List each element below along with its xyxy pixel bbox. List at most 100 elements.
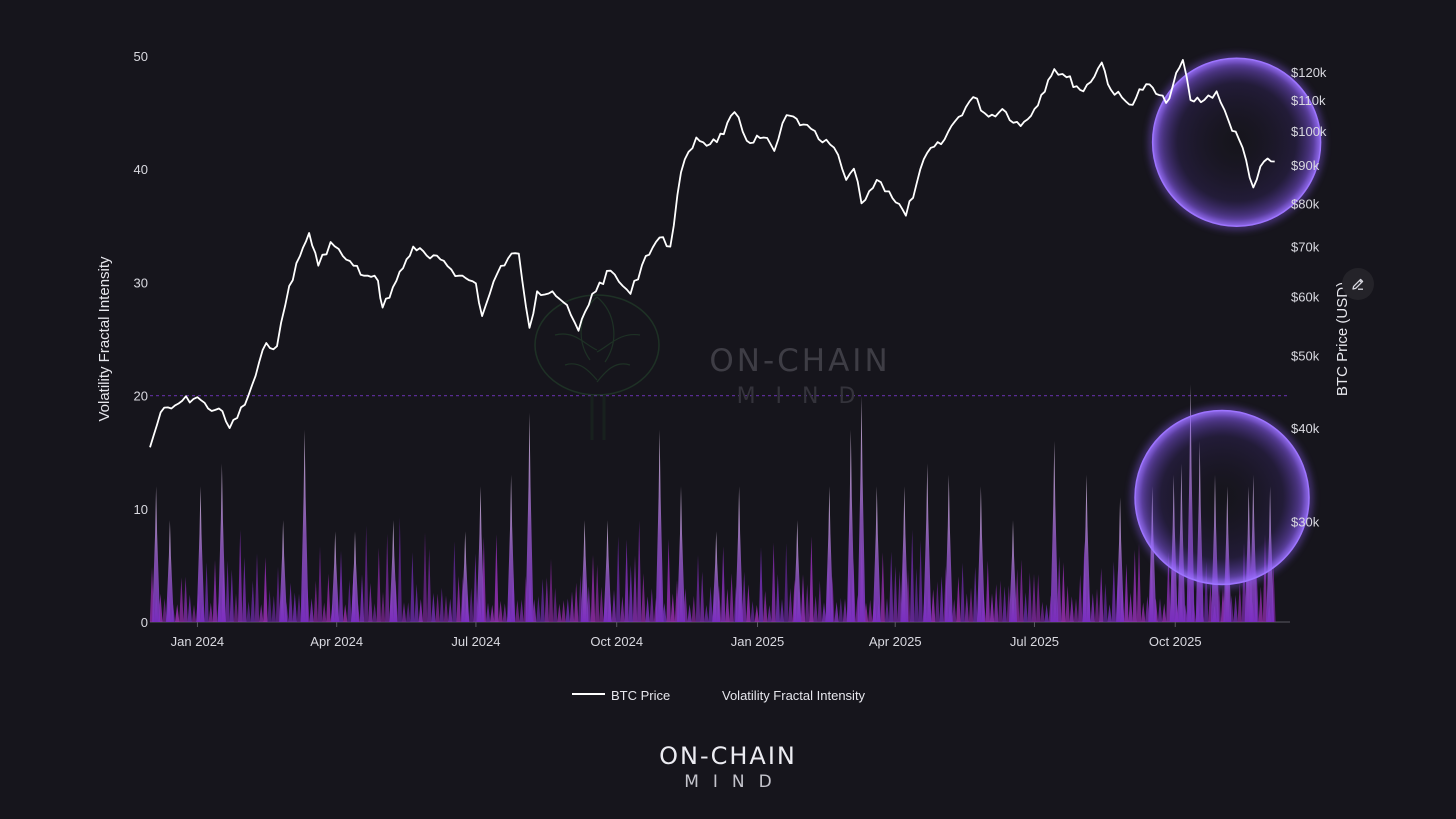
volatility-spike xyxy=(191,604,197,622)
volatility-spike xyxy=(1031,573,1037,622)
volatility-spike xyxy=(515,599,520,622)
volatility-spike xyxy=(175,604,180,622)
right-tick-label: $110k xyxy=(1291,93,1326,108)
volatility-spike xyxy=(746,584,751,622)
volatility-spike xyxy=(691,595,696,622)
volatility-spike xyxy=(1002,586,1007,622)
volatility-spike xyxy=(964,593,969,622)
volatility-spike xyxy=(485,602,491,622)
volatility-spike xyxy=(805,584,810,622)
volatility-spike xyxy=(1057,556,1062,622)
footer-logo-sub: MIND xyxy=(684,772,786,792)
volatility-spike xyxy=(267,589,272,622)
volatility-peak xyxy=(712,531,721,622)
volatility-spike xyxy=(1162,603,1167,622)
volatility-spike xyxy=(1258,586,1263,622)
volatility-peak xyxy=(196,486,205,622)
volatility-spike xyxy=(695,554,701,622)
volatility-spike xyxy=(1065,585,1070,622)
volatility-peak xyxy=(165,520,174,622)
right-tick-label: $100k xyxy=(1291,124,1327,139)
volatility-spike xyxy=(649,588,654,622)
volatility-spike xyxy=(868,599,873,622)
volatility-spike xyxy=(225,560,230,622)
volatility-spike xyxy=(326,573,331,622)
volatility-spike xyxy=(637,520,642,622)
volatility-peak xyxy=(331,531,340,622)
volatility-spike xyxy=(553,587,558,622)
volatility-spike xyxy=(800,574,806,622)
volatility-spike xyxy=(1233,594,1238,622)
right-tick-label: $90k xyxy=(1291,158,1320,173)
volatility-spike xyxy=(994,584,999,622)
volatility-spike xyxy=(372,603,377,622)
edit-button[interactable] xyxy=(1342,268,1374,300)
right-tick-label: $50k xyxy=(1291,349,1320,364)
volatility-spike xyxy=(968,587,974,622)
legend-price-label: BTC Price xyxy=(611,688,670,703)
volatility-spike xyxy=(343,604,348,622)
volatility-spike xyxy=(275,566,281,622)
volatility-spike xyxy=(1107,604,1112,622)
volatility-spike xyxy=(368,582,373,622)
volatility-spike xyxy=(788,588,793,622)
volatility-peak xyxy=(677,486,685,622)
volatility-spike xyxy=(931,589,936,622)
left-tick-label: 50 xyxy=(134,49,148,64)
volatility-peak xyxy=(389,520,398,622)
volatility-spike xyxy=(838,597,843,622)
volatility-spike xyxy=(1136,543,1142,622)
volatility-spike xyxy=(758,547,764,622)
volatility-spike xyxy=(1044,604,1049,622)
pencil-icon xyxy=(1352,278,1364,290)
volatility-spike xyxy=(700,571,705,622)
volatility-peak xyxy=(923,463,932,622)
volatility-spike xyxy=(809,536,814,622)
volatility-spike xyxy=(309,598,314,622)
x-tick-label: Oct 2025 xyxy=(1149,634,1202,649)
volatility-spike xyxy=(427,548,432,622)
volatility-spike xyxy=(624,539,629,622)
volatility-spike xyxy=(884,598,890,622)
left-tick-label: 30 xyxy=(134,275,148,290)
volatility-spike xyxy=(590,554,596,622)
right-axis-title: BTC Price (USD) xyxy=(1334,282,1351,396)
volatility-peak xyxy=(603,520,612,622)
volatility-spike xyxy=(452,541,457,622)
volatility-peak xyxy=(857,395,866,622)
volatility-spike xyxy=(435,593,440,622)
volatility-spike xyxy=(599,586,604,622)
volatility-spike xyxy=(569,591,575,622)
volatility-spike xyxy=(1132,549,1137,622)
x-tick-label: Jul 2025 xyxy=(1010,634,1059,649)
volatility-spike xyxy=(254,553,260,622)
volatility-spike xyxy=(162,598,167,622)
volatility-spike xyxy=(347,579,352,622)
volatility-spike xyxy=(763,590,768,622)
volatility-spike xyxy=(1166,552,1171,622)
volatility-spike xyxy=(616,536,621,622)
volatility-spike xyxy=(238,529,243,622)
volatility-spike xyxy=(242,557,247,622)
volatility-spike xyxy=(1262,534,1268,622)
volatility-spike xyxy=(204,562,209,622)
volatility-spike xyxy=(821,602,827,622)
x-tick-label: Oct 2024 xyxy=(590,634,643,649)
volatility-peak xyxy=(735,486,744,622)
volatility-spike xyxy=(380,591,386,622)
volatility-spike xyxy=(212,559,218,622)
volatility-spike xyxy=(939,576,944,622)
volatility-spike xyxy=(448,598,453,622)
x-axis-ticks: Jan 2024 Apr 2024 Jul 2024 Oct 2024 Jan 2025… xyxy=(171,622,1202,649)
volatility-spike xyxy=(998,580,1003,622)
volatility-spike xyxy=(1111,561,1116,622)
volatility-spike xyxy=(784,543,789,622)
watermark-text-sub: MIND xyxy=(737,384,876,409)
volatility-spike xyxy=(1103,583,1108,622)
volatility-spike xyxy=(779,599,785,622)
brain-logo-watermark xyxy=(534,294,660,440)
volatility-spike xyxy=(364,525,369,622)
volatility-spike xyxy=(473,553,478,622)
volatility-spike xyxy=(1237,583,1242,622)
x-tick-label: Apr 2024 xyxy=(310,634,363,649)
